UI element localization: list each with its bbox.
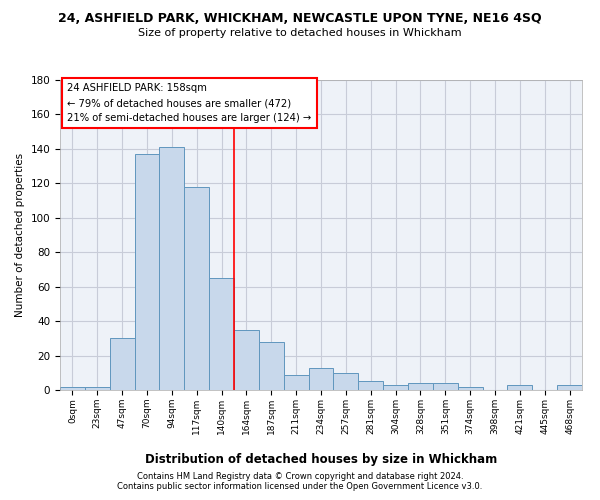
Text: Contains HM Land Registry data © Crown copyright and database right 2024.: Contains HM Land Registry data © Crown c… [137, 472, 463, 481]
Bar [160, 147, 184, 390]
Bar [358, 382, 383, 390]
Text: Distribution of detached houses by size in Whickham: Distribution of detached houses by size … [145, 452, 497, 466]
Bar [134, 154, 160, 390]
Y-axis label: Number of detached properties: Number of detached properties [15, 153, 25, 317]
Bar [259, 342, 284, 390]
Bar [110, 338, 134, 390]
Bar [184, 187, 209, 390]
Bar [60, 386, 85, 390]
Bar [209, 278, 234, 390]
Bar [284, 374, 308, 390]
Bar [85, 386, 110, 390]
Bar [234, 330, 259, 390]
Bar [433, 383, 458, 390]
Bar [508, 385, 532, 390]
Bar [334, 373, 358, 390]
Text: 24, ASHFIELD PARK, WHICKHAM, NEWCASTLE UPON TYNE, NE16 4SQ: 24, ASHFIELD PARK, WHICKHAM, NEWCASTLE U… [58, 12, 542, 26]
Bar [308, 368, 334, 390]
Text: Size of property relative to detached houses in Whickham: Size of property relative to detached ho… [138, 28, 462, 38]
Bar [458, 386, 482, 390]
Text: 24 ASHFIELD PARK: 158sqm
← 79% of detached houses are smaller (472)
21% of semi-: 24 ASHFIELD PARK: 158sqm ← 79% of detach… [67, 84, 312, 123]
Text: Contains public sector information licensed under the Open Government Licence v3: Contains public sector information licen… [118, 482, 482, 491]
Bar [408, 383, 433, 390]
Bar [557, 385, 582, 390]
Bar [383, 385, 408, 390]
